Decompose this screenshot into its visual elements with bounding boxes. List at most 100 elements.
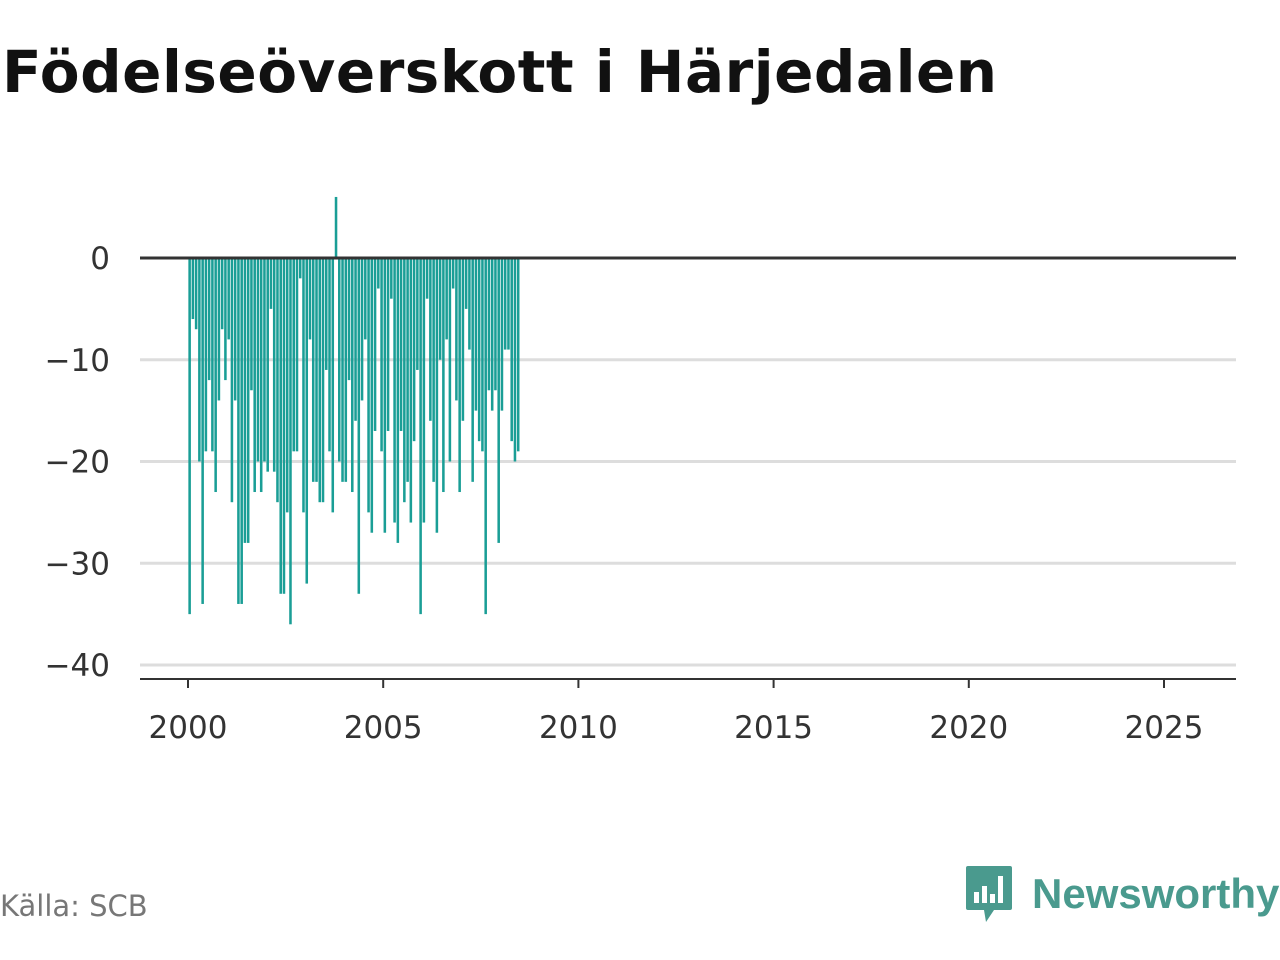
bar (351, 258, 354, 493)
bar (412, 258, 416, 442)
bar (285, 258, 289, 513)
bar (429, 258, 432, 421)
bar (331, 258, 335, 513)
newsworthy-logo-icon (966, 866, 1012, 922)
bar (325, 258, 328, 370)
x-tick-label: 2005 (344, 710, 423, 746)
x-tick-label: 2000 (149, 710, 228, 746)
bar (510, 258, 513, 442)
bar (289, 258, 292, 625)
bar (481, 258, 484, 452)
bar (468, 258, 471, 350)
x-tick-label: 2025 (1125, 710, 1204, 746)
bar (295, 258, 299, 452)
bar (455, 258, 458, 401)
bar (224, 258, 227, 381)
x-tick-label: 2020 (929, 710, 1008, 746)
bar (409, 258, 413, 523)
bar (360, 258, 364, 401)
bar (513, 258, 517, 462)
bar (487, 258, 491, 391)
bar (198, 258, 201, 462)
bar (211, 258, 214, 452)
bar (298, 258, 302, 279)
bar (458, 258, 461, 493)
bar (503, 258, 507, 350)
bar (318, 258, 322, 503)
bar (383, 258, 387, 533)
x-tick-label: 2015 (734, 710, 813, 746)
bar (471, 258, 474, 482)
y-tick-label: −20 (45, 445, 110, 481)
bar (500, 258, 504, 411)
y-tick-label: −30 (45, 546, 110, 582)
bar (246, 258, 250, 543)
bar (344, 258, 348, 482)
bar (406, 258, 409, 482)
bar (507, 258, 510, 350)
bar (191, 258, 195, 320)
bar (416, 258, 419, 370)
bar (259, 258, 263, 493)
y-tick-label: 0 (90, 241, 110, 277)
bar (425, 258, 429, 299)
bars (188, 196, 520, 625)
bar (390, 258, 393, 299)
bar (311, 258, 315, 482)
bar (419, 258, 422, 615)
bar (497, 258, 500, 543)
bar (194, 258, 198, 330)
source-note: Källa: SCB (0, 889, 148, 923)
bar (445, 258, 448, 340)
bar (230, 258, 234, 503)
bar (474, 258, 478, 411)
bar (403, 258, 406, 503)
bar (272, 258, 276, 472)
bar (315, 258, 318, 482)
bar (347, 258, 351, 381)
bar (484, 258, 487, 615)
bar (341, 258, 344, 482)
bar (282, 258, 286, 594)
bar (451, 258, 455, 289)
bar (373, 258, 377, 431)
bar (432, 258, 435, 482)
bar (370, 258, 374, 533)
bar (490, 258, 494, 411)
tick-labels: 2000 2005 2010 2015 2020 2025 0 −10 −20 −30 −40 (45, 241, 1204, 746)
bar (334, 196, 338, 258)
bar (302, 258, 305, 513)
bar (380, 258, 383, 452)
bar (477, 258, 481, 442)
y-tick-label: −40 (45, 648, 110, 684)
bar (237, 258, 240, 604)
bar (276, 258, 279, 503)
bar (494, 258, 497, 391)
bar (269, 258, 273, 309)
bar (377, 258, 380, 289)
bar (435, 258, 439, 533)
bar (256, 258, 260, 462)
bar (220, 258, 224, 330)
bar (204, 258, 208, 452)
bar (354, 258, 357, 421)
bar (188, 258, 191, 615)
bar (442, 258, 445, 493)
bar (227, 258, 230, 340)
brand-logo: Newsworthy (964, 864, 1279, 924)
bar (357, 258, 361, 594)
bar (393, 258, 396, 523)
bar (516, 258, 520, 452)
bar (461, 258, 465, 421)
bar (321, 258, 325, 503)
bar (207, 258, 211, 381)
bar (464, 258, 468, 309)
bar (253, 258, 256, 493)
bar (266, 258, 269, 472)
axes (140, 256, 1236, 688)
bar (448, 258, 452, 462)
bar (201, 258, 204, 604)
bar (217, 258, 221, 401)
x-tick-label: 2010 (539, 710, 618, 746)
